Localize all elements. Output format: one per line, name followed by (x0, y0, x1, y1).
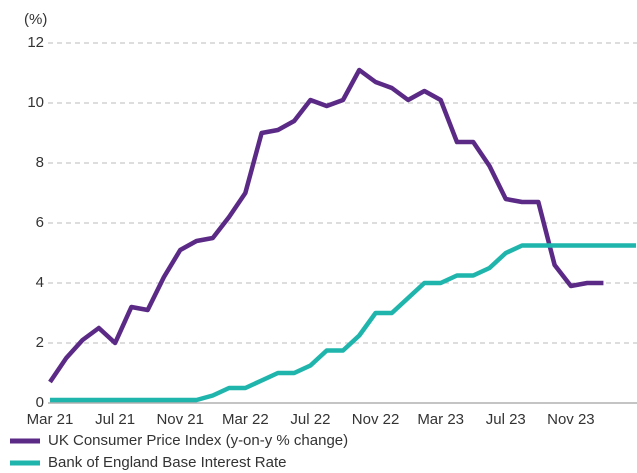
x-tick-label: Jul 23 (486, 411, 526, 428)
y-tick-label: 2 (36, 334, 44, 351)
x-tick-label: Jul 22 (290, 411, 330, 428)
y-tick-label: 6 (36, 214, 44, 231)
y-tick-label: 10 (27, 94, 44, 111)
x-tick-label: Mar 21 (27, 411, 74, 428)
x-tick-label: Mar 23 (417, 411, 464, 428)
line-series (50, 243, 636, 403)
y-tick-label: 12 (27, 34, 44, 51)
x-tick-label: Jul 21 (95, 411, 135, 428)
x-tick-label: Nov 21 (156, 411, 204, 428)
x-tick-label: Mar 22 (222, 411, 269, 428)
x-tick-label: Nov 23 (547, 411, 595, 428)
y-axis-label: (%) (24, 11, 47, 28)
x-tick-label: Nov 22 (352, 411, 400, 428)
line-series (48, 67, 604, 384)
legend-label: UK Consumer Price Index (y-on-y % change… (48, 432, 348, 449)
y-tick-label: 0 (36, 394, 44, 411)
legend-label: Bank of England Base Interest Rate (48, 454, 286, 471)
y-tick-label: 4 (36, 274, 44, 291)
y-tick-label: 8 (36, 154, 44, 171)
